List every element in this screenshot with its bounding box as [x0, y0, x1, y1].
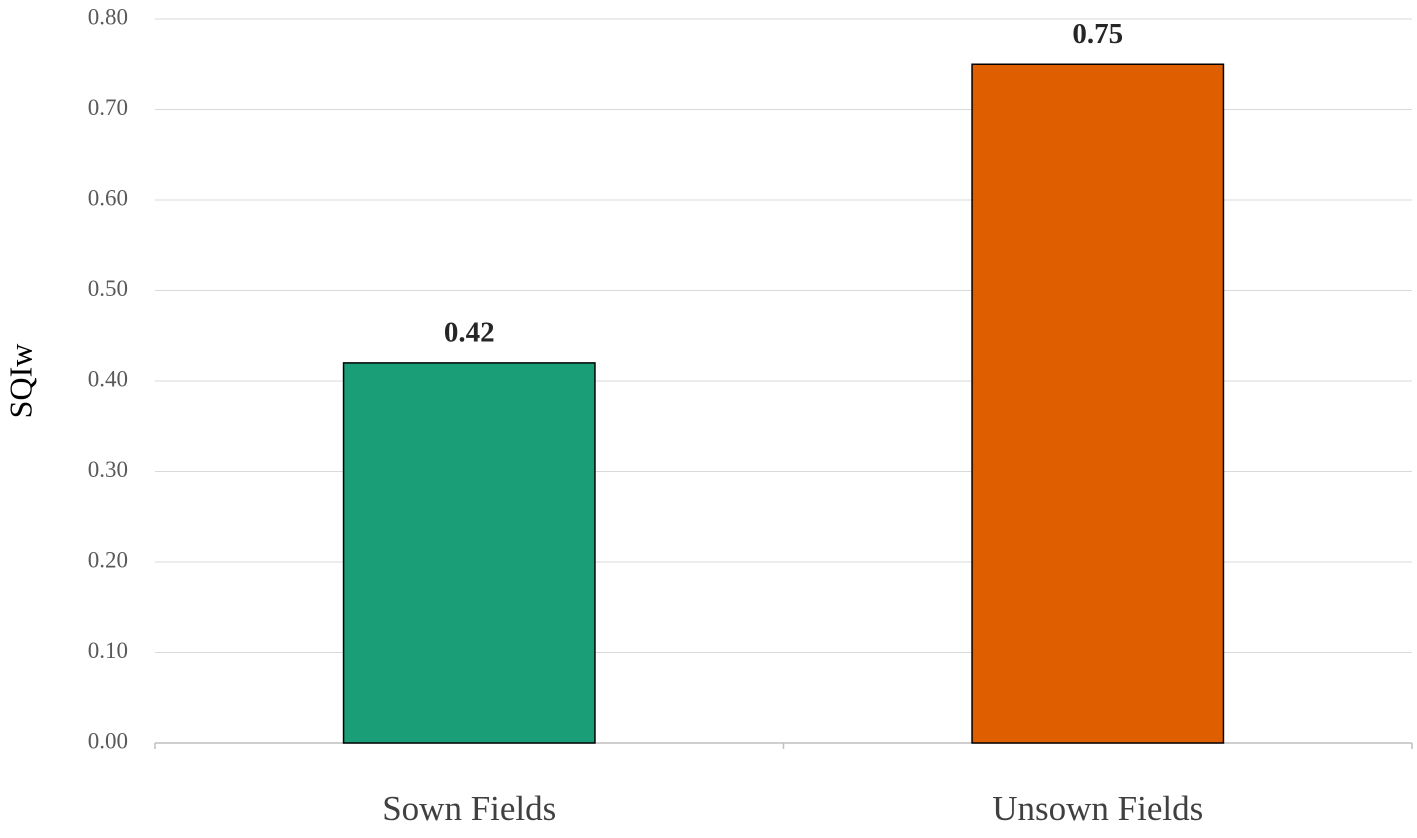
y-tick-label: 0.60 [88, 185, 128, 210]
value-label: 0.75 [1072, 18, 1123, 50]
bar [342, 362, 596, 744]
x-tick-label: Sown Fields [382, 789, 556, 828]
y-tick-label: 0.80 [88, 4, 128, 29]
y-tick-label: 0.30 [88, 457, 128, 482]
y-tick-label: 0.50 [88, 276, 128, 301]
x-tick-label: Unsown Fields [992, 789, 1203, 828]
bar [971, 63, 1225, 744]
y-axis-label: SQIw [2, 344, 38, 419]
y-tick-label: 0.00 [88, 728, 128, 753]
y-tick-label: 0.70 [88, 95, 128, 120]
value-label: 0.42 [444, 317, 495, 349]
y-tick-label: 0.40 [88, 366, 128, 391]
y-tick-label: 0.10 [88, 638, 128, 663]
y-tick-label: 0.20 [88, 547, 128, 572]
